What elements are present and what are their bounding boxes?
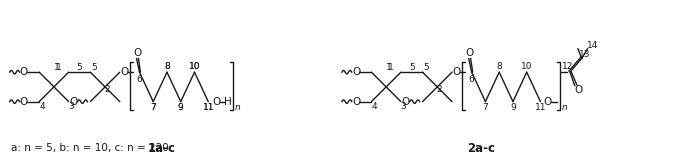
Text: O: O [544, 97, 552, 107]
Text: 3: 3 [400, 102, 406, 111]
Text: 1: 1 [386, 63, 392, 72]
Text: O: O [20, 67, 28, 77]
Text: 10: 10 [189, 62, 200, 71]
Text: 11: 11 [535, 103, 546, 112]
Text: 11: 11 [203, 103, 214, 112]
Text: O: O [453, 67, 461, 77]
Text: 2a-c: 2a-c [468, 142, 496, 155]
Text: 6: 6 [137, 75, 143, 84]
Text: 7: 7 [150, 103, 156, 112]
Text: O: O [20, 97, 28, 107]
Text: O: O [120, 67, 129, 77]
Text: 2: 2 [104, 85, 110, 94]
Text: 3: 3 [68, 102, 74, 111]
Text: 12: 12 [562, 62, 574, 71]
Text: 8: 8 [164, 62, 170, 71]
Text: O: O [133, 48, 142, 58]
Text: O: O [466, 48, 474, 58]
Text: 9: 9 [178, 103, 184, 112]
Text: 10: 10 [521, 62, 533, 71]
Text: 7: 7 [483, 103, 488, 112]
Text: 1: 1 [56, 63, 62, 72]
Text: O: O [575, 85, 583, 95]
Text: 4: 4 [372, 102, 377, 111]
Text: O: O [70, 97, 78, 107]
Text: 1a-c: 1a-c [147, 142, 176, 155]
Text: 1: 1 [388, 63, 394, 72]
Text: 6: 6 [468, 75, 475, 84]
Text: 5: 5 [76, 63, 82, 72]
Text: 13: 13 [579, 50, 590, 59]
Text: H: H [224, 97, 232, 107]
Text: n: n [562, 103, 568, 112]
Text: 10: 10 [189, 62, 200, 71]
Text: 7: 7 [150, 103, 156, 112]
Text: 2: 2 [437, 85, 442, 94]
Text: O: O [352, 67, 360, 77]
Text: 5: 5 [91, 63, 97, 72]
Text: O: O [352, 97, 360, 107]
Text: 9: 9 [510, 103, 516, 112]
Text: 8: 8 [164, 62, 170, 71]
Text: O: O [212, 97, 220, 107]
Text: 14: 14 [587, 41, 598, 50]
Text: n: n [235, 103, 241, 112]
Text: 5: 5 [424, 63, 429, 72]
Text: 5: 5 [409, 63, 414, 72]
Text: 9: 9 [178, 103, 184, 112]
Text: 1: 1 [54, 63, 59, 72]
Text: O: O [402, 97, 410, 107]
Text: 11: 11 [203, 103, 214, 112]
Text: 8: 8 [496, 62, 502, 71]
Text: a: n = 5, b: n = 10, c: n = 220: a: n = 5, b: n = 10, c: n = 220 [11, 143, 168, 153]
Text: 4: 4 [39, 102, 45, 111]
